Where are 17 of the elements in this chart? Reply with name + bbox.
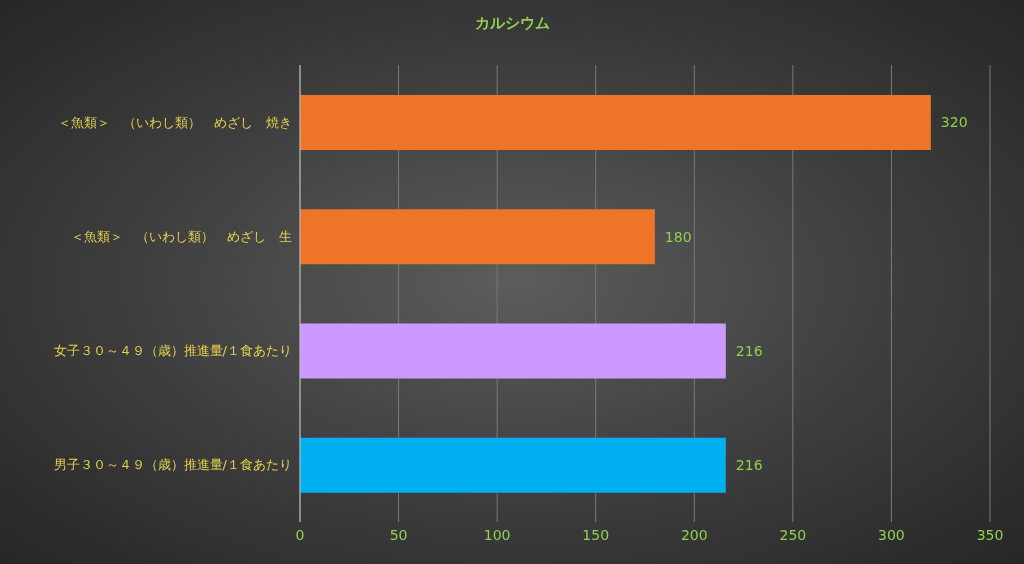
y-tick-label: 男子３０～４９（歳）推進量/１食あたり: [53, 457, 292, 473]
x-tick-label: 100: [483, 526, 511, 543]
x-tick-label: 200: [680, 526, 708, 543]
y-tick-label: ＜魚類＞ （いわし類） めざし 焼き: [58, 114, 292, 130]
x-tick-label: 300: [878, 526, 905, 543]
x-tick-label: 50: [389, 526, 408, 543]
x-tick-label: 0: [295, 526, 305, 543]
x-tick-label: 150: [582, 526, 610, 543]
data-label: 180: [664, 228, 692, 245]
data-label: 216: [735, 342, 763, 359]
data-label: 320: [940, 114, 968, 131]
x-tick-label: 250: [779, 526, 807, 543]
chart-title: カルシウム: [473, 14, 551, 33]
data-label: 216: [735, 457, 763, 474]
x-tick-label: 350: [976, 526, 1004, 543]
y-tick-label: ＜魚類＞ （いわし類） めざし 生: [71, 228, 292, 244]
y-tick-label: 女子３０～４９（歳）推進量/１食あたり: [53, 343, 292, 359]
